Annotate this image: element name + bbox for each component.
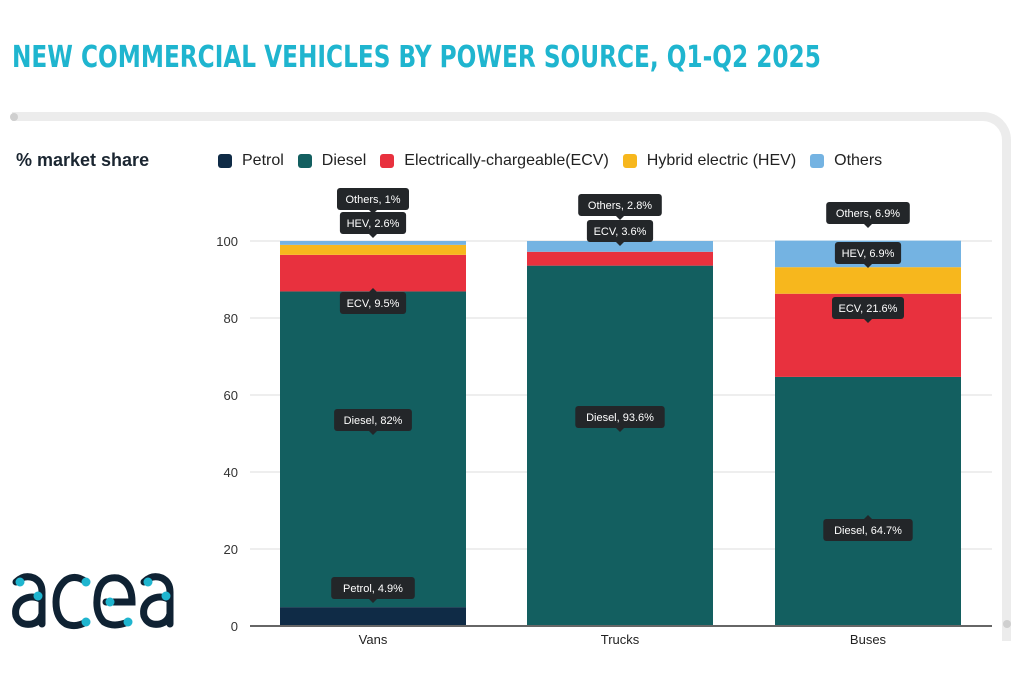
- legend-label: Petrol: [242, 152, 284, 169]
- data-label-text: HEV, 6.9%: [842, 248, 895, 260]
- legend-item-ecv: Electrically-chargeable(ECV): [380, 152, 609, 170]
- legend-label: Electrically-chargeable(ECV): [404, 152, 609, 169]
- chart-title: NEW COMMERCIAL VEHICLES BY POWER SOURCE,…: [12, 40, 821, 75]
- bar-segment-trucks-others: [527, 241, 713, 252]
- y-tick-label: 100: [216, 234, 238, 249]
- frame-end-dot: [10, 113, 18, 121]
- frame-end-dot: [1003, 620, 1011, 628]
- y-tick-label: 20: [224, 542, 238, 557]
- data-label-vans: ECV, 9.5%: [339, 288, 407, 314]
- data-label-trucks: ECV, 3.6%: [586, 220, 654, 246]
- acea-logo: [10, 570, 180, 637]
- data-label-vans: Petrol, 4.9%: [331, 577, 415, 603]
- data-label-trucks: Diesel, 93.6%: [575, 406, 665, 432]
- data-label-pointer: [616, 428, 624, 432]
- data-label-buses: Diesel, 64.7%: [823, 515, 913, 541]
- bar-segment-vans-petrol: [280, 607, 466, 626]
- legend-item-hev: Hybrid electric (HEV): [622, 152, 797, 170]
- data-label-text: Diesel, 93.6%: [586, 412, 654, 424]
- data-label-pointer: [369, 288, 377, 292]
- x-tick-label: Vans: [359, 632, 388, 647]
- data-label-pointer: [864, 319, 872, 323]
- bar-segment-buses-hev: [775, 267, 961, 294]
- data-label-pointer: [864, 224, 872, 228]
- legend-swatch: [218, 154, 232, 168]
- data-label-box: [823, 519, 913, 541]
- data-label-box: [334, 409, 412, 431]
- data-label-pointer: [369, 431, 377, 435]
- data-label-text: Diesel, 82%: [344, 415, 403, 427]
- bar-segment-vans-hev: [280, 244, 466, 255]
- bar-segment-vans-ecv: [280, 254, 466, 292]
- legend-swatch: [380, 154, 395, 168]
- data-label-vans: Others, 1%: [337, 188, 409, 214]
- acea-logo-icon: [12, 573, 174, 630]
- data-label-box: [834, 242, 902, 264]
- bar-segment-buses-diesel: [775, 376, 961, 626]
- data-label-text: Diesel, 64.7%: [834, 525, 902, 537]
- data-label-pointer: [864, 264, 872, 268]
- data-label-box: [832, 297, 904, 319]
- y-tick-label: 80: [224, 311, 238, 326]
- data-label-pointer: [369, 599, 377, 603]
- data-label-pointer: [864, 515, 872, 519]
- legend-swatch: [297, 154, 312, 168]
- data-label-box: [826, 202, 910, 224]
- data-label-text: Others, 6.9%: [836, 208, 900, 220]
- data-label-box: [339, 212, 407, 234]
- y-axis-title: % market share: [16, 150, 150, 170]
- data-label-vans: HEV, 2.6%: [339, 212, 407, 238]
- data-label-box: [586, 220, 654, 242]
- data-label-vans: Diesel, 82%: [334, 409, 412, 435]
- y-tick-label: 60: [224, 388, 238, 403]
- legend: Petrol Diesel Electrically-chargeable(ECV)…: [218, 152, 896, 170]
- legend-item-others: Others: [810, 152, 882, 170]
- bar-segment-vans-others: [280, 241, 466, 245]
- data-label-buses: HEV, 6.9%: [834, 242, 902, 268]
- data-label-buses: Others, 6.9%: [826, 202, 910, 228]
- bar-segment-trucks-ecv: [527, 251, 713, 266]
- legend-item-petrol: Petrol: [218, 152, 284, 170]
- data-label-box: [331, 577, 415, 599]
- data-label-box: [337, 188, 409, 210]
- x-tick-label: Buses: [850, 632, 887, 647]
- data-label-text: Others, 2.8%: [588, 200, 652, 212]
- data-label-box: [575, 406, 665, 428]
- data-label-pointer: [616, 216, 624, 220]
- legend-label: Hybrid electric (HEV): [646, 152, 797, 169]
- bar-segment-vans-diesel: [280, 291, 466, 608]
- data-label-text: Others, 1%: [345, 194, 400, 206]
- legend-item-diesel: Diesel: [297, 152, 367, 170]
- x-tick-label: Trucks: [601, 632, 640, 647]
- legend-swatch: [622, 154, 637, 168]
- data-label-box: [578, 194, 662, 216]
- y-tick-label: 40: [224, 465, 238, 480]
- legend-label: Others: [834, 152, 883, 169]
- data-label-text: ECV, 9.5%: [347, 298, 400, 310]
- data-label-text: Petrol, 4.9%: [343, 583, 403, 595]
- data-label-trucks: Others, 2.8%: [578, 194, 662, 220]
- data-label-pointer: [616, 242, 624, 246]
- bar-segment-trucks-diesel: [527, 265, 713, 626]
- data-label-box: [339, 292, 407, 314]
- legend-swatch: [810, 154, 825, 168]
- data-label-text: HEV, 2.6%: [347, 218, 400, 230]
- legend-label: Diesel: [321, 152, 367, 169]
- data-label-buses: ECV, 21.6%: [832, 297, 904, 323]
- y-tick-label: 0: [231, 619, 238, 634]
- data-label-text: ECV, 3.6%: [594, 226, 647, 238]
- data-label-text: ECV, 21.6%: [839, 303, 898, 315]
- chart-frame: [12, 112, 1011, 641]
- data-label-pointer: [369, 234, 377, 238]
